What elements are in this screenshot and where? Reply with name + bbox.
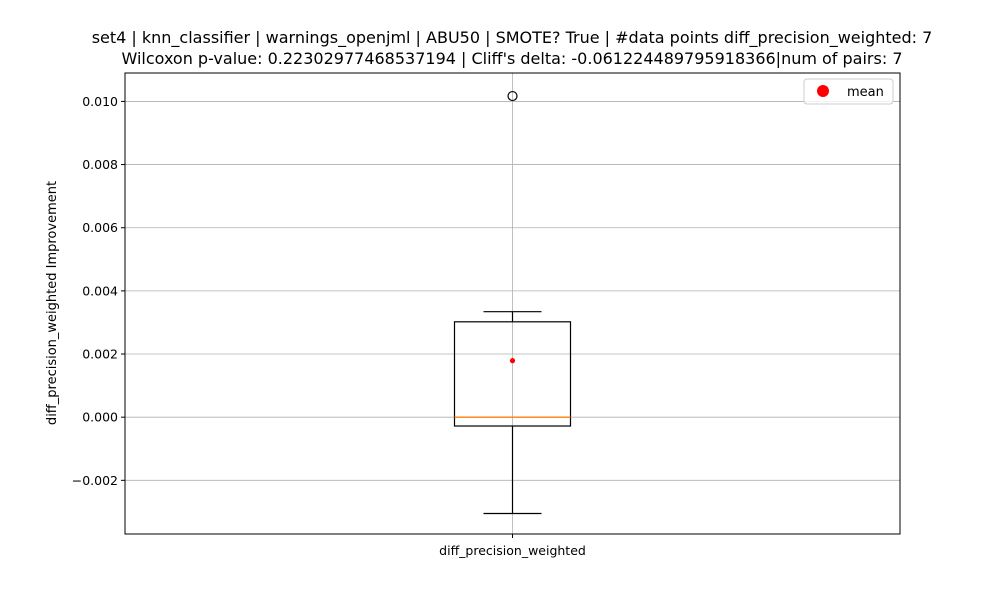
chart-title-line2: Wilcoxon p-value: 0.22302977468537194 | … xyxy=(121,49,902,68)
y-tick-label: 0.008 xyxy=(82,157,118,172)
y-tick-label: 0.000 xyxy=(82,410,118,425)
box-element xyxy=(453,90,572,515)
x-ticks: diff_precision_weighted xyxy=(439,534,586,558)
y-tick-label: 0.010 xyxy=(82,94,118,109)
x-tick-label: diff_precision_weighted xyxy=(439,543,586,558)
y-axis-label: diff_precision_weighted Improvement xyxy=(45,181,60,425)
chart-title-line1: set4 | knn_classifier | warnings_openjml… xyxy=(92,28,933,48)
y-tick-label: −0.002 xyxy=(72,473,118,488)
outlier-point xyxy=(507,90,518,102)
legend: mean xyxy=(803,78,894,105)
y-tick-label: 0.006 xyxy=(82,220,118,235)
legend-mean-marker xyxy=(817,85,829,97)
legend-frame xyxy=(803,78,894,105)
legend-mean-label: mean xyxy=(847,85,884,100)
y-tick-label: 0.002 xyxy=(82,347,118,362)
y-ticks: −0.002 0.000 0.002 0.004 0.006 0.008 0.010 xyxy=(72,94,125,488)
iqr-box xyxy=(453,321,572,427)
y-tick-label: 0.004 xyxy=(82,283,118,298)
mean-marker xyxy=(509,358,516,364)
plot-frame xyxy=(124,72,901,535)
